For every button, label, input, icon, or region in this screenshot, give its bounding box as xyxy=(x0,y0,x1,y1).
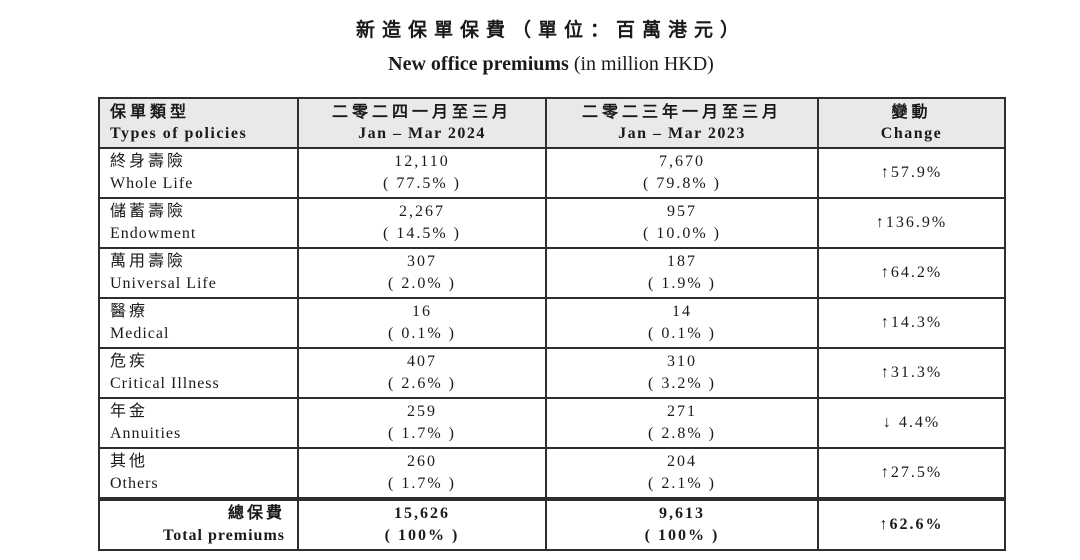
total-2024-cell: 15,626( 100% ) xyxy=(297,497,547,551)
table-row-critical-illness: 危疾 Critical Illness 407( 2.6% ) 310( 3.2%… xyxy=(98,347,1006,399)
premium-2023-cell: 310( 3.2% ) xyxy=(545,347,819,399)
policy-name-cell: 其他 Others xyxy=(98,447,299,500)
premium-2023-cell: 14( 0.1% ) xyxy=(545,297,819,349)
col-header-change: 變動 Change xyxy=(817,97,1006,149)
document-page: 新造保單保費（單位：百萬港元） New office premiums (in … xyxy=(98,0,1006,551)
change-cell: ↑31.3% xyxy=(817,347,1006,399)
table-row-medical: 醫療 Medical 16( 0.1% ) 14( 0.1% ) ↑14.3% xyxy=(98,297,1006,349)
premium-2024-cell: 260( 1.7% ) xyxy=(297,447,547,500)
table-row-endowment: 儲蓄壽險 Endowment 2,267( 14.5% ) 957( 10.0% … xyxy=(98,197,1006,249)
total-2023-cell: 9,613( 100% ) xyxy=(545,497,819,551)
table-row-whole-life: 終身壽險 Whole Life 12,110( 77.5% ) 7,670( 79… xyxy=(98,147,1006,199)
premium-2024-cell: 307( 2.0% ) xyxy=(297,247,547,299)
table-header-row: 保單類型 Types of policies 二零二四一月至三月 Jan – M… xyxy=(98,97,1006,149)
policy-name-cell: 醫療 Medical xyxy=(98,297,299,349)
col-header-2024: 二零二四一月至三月 Jan – Mar 2024 xyxy=(297,97,547,149)
table-row-others: 其他 Others 260( 1.7% ) 204( 2.1% ) ↑27.5% xyxy=(98,447,1006,500)
table-row-annuities: 年金 Annuities 259( 1.7% ) 271( 2.8% ) ↓ 4.… xyxy=(98,397,1006,449)
premium-2024-cell: 259( 1.7% ) xyxy=(297,397,547,449)
premium-2024-cell: 407( 2.6% ) xyxy=(297,347,547,399)
change-cell: ↑14.3% xyxy=(817,297,1006,349)
policy-name-cell: 危疾 Critical Illness xyxy=(98,347,299,399)
premium-2023-cell: 187( 1.9% ) xyxy=(545,247,819,299)
premium-2023-cell: 7,670( 79.8% ) xyxy=(545,147,819,199)
total-change-cell: ↑62.6% xyxy=(817,497,1006,551)
change-cell: ↑57.9% xyxy=(817,147,1006,199)
policy-name-cell: 年金 Annuities xyxy=(98,397,299,449)
total-label-cell: 總保費 Total premiums xyxy=(98,497,299,551)
premium-2023-cell: 271( 2.8% ) xyxy=(545,397,819,449)
premiums-table: 保單類型 Types of policies 二零二四一月至三月 Jan – M… xyxy=(98,97,1006,551)
change-cell: ↓ 4.4% xyxy=(817,397,1006,449)
table-row-total: 總保費 Total premiums 15,626( 100% ) 9,613( … xyxy=(98,497,1006,551)
page-title-en-rest: (in million HKD) xyxy=(568,53,714,75)
premium-2023-cell: 204( 2.1% ) xyxy=(545,447,819,500)
premium-2024-cell: 2,267( 14.5% ) xyxy=(297,197,547,249)
policy-name-cell: 儲蓄壽險 Endowment xyxy=(98,197,299,249)
policy-name-cell: 萬用壽險 Universal Life xyxy=(98,247,299,299)
page-title-zh: 新造保單保費（單位：百萬港元） xyxy=(355,20,746,41)
policy-name-cell: 終身壽險 Whole Life xyxy=(98,147,299,199)
page-title-en: New office premiums (in million HKD) xyxy=(98,51,1004,77)
page-title-en-bold: New office premiums xyxy=(388,53,569,75)
premium-2024-cell: 12,110( 77.5% ) xyxy=(297,147,547,199)
change-cell: ↑64.2% xyxy=(817,247,1006,299)
change-cell: ↑27.5% xyxy=(817,447,1006,500)
change-cell: ↑136.9% xyxy=(817,197,1006,249)
col-header-policy-type: 保單類型 Types of policies xyxy=(98,97,299,149)
col-header-2023: 二零二三年一月至三月 Jan – Mar 2023 xyxy=(545,97,819,149)
table-row-universal-life: 萬用壽險 Universal Life 307( 2.0% ) 187( 1.9%… xyxy=(98,247,1006,299)
premium-2023-cell: 957( 10.0% ) xyxy=(545,197,819,249)
premium-2024-cell: 16( 0.1% ) xyxy=(297,297,547,349)
